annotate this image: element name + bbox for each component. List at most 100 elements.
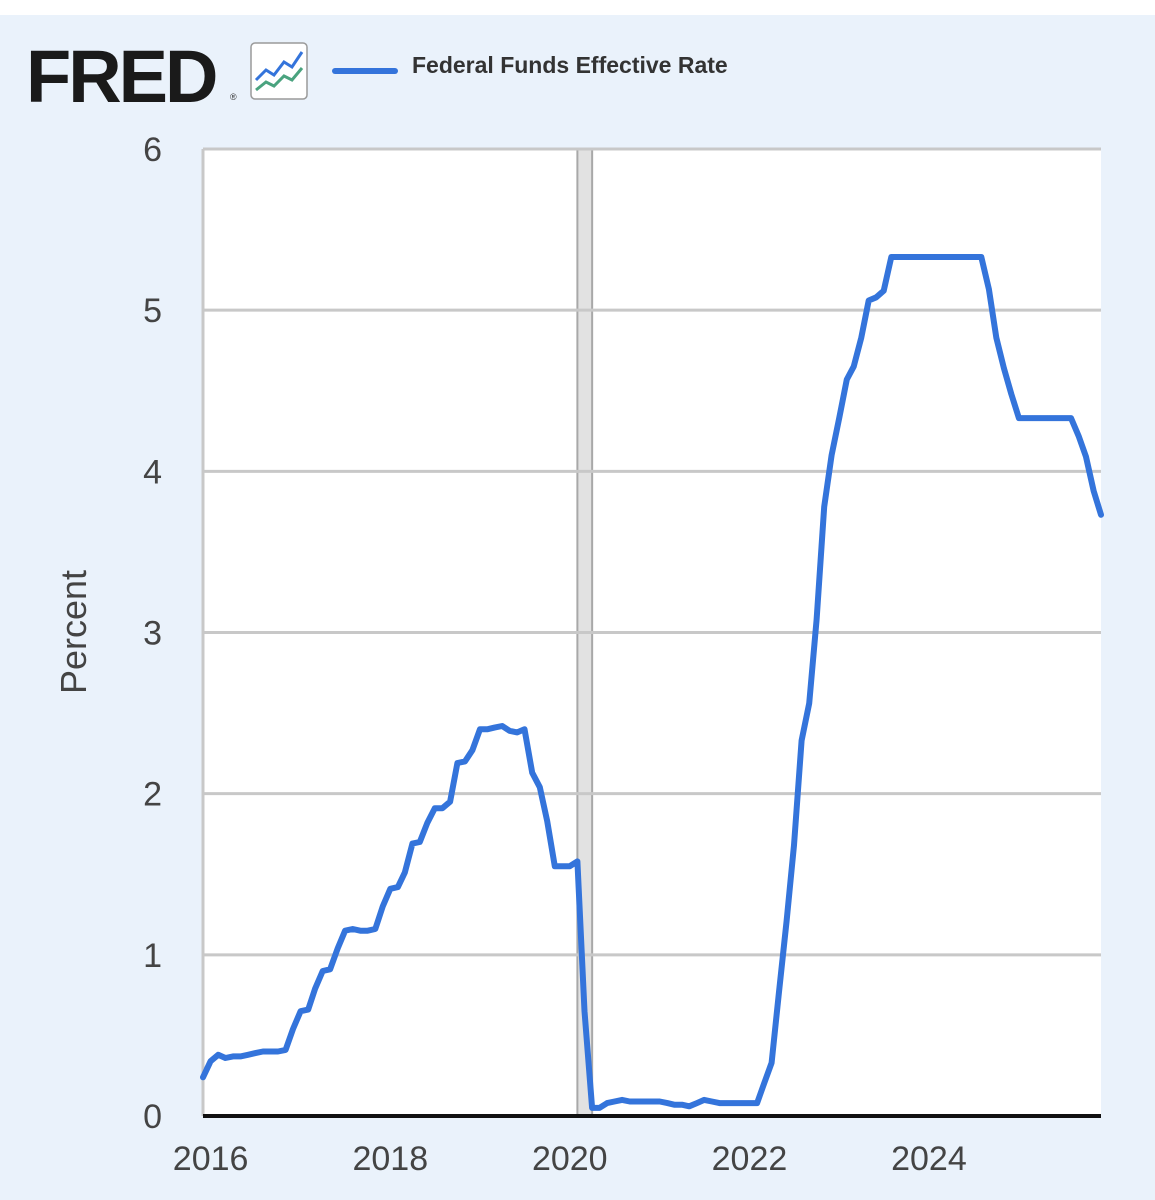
data-point	[941, 254, 947, 260]
data-point	[1060, 415, 1066, 421]
data-point	[283, 1047, 289, 1053]
data-point	[836, 415, 842, 421]
data-point	[724, 1100, 730, 1106]
data-point	[829, 452, 835, 458]
data-point	[851, 364, 857, 370]
x-tick-label: 2022	[712, 1140, 788, 1178]
data-point	[634, 1098, 640, 1104]
data-point	[582, 1008, 588, 1014]
data-point	[357, 928, 363, 934]
fred-logo[interactable]: FRED	[26, 35, 218, 118]
data-point	[447, 799, 453, 805]
data-point	[417, 839, 423, 845]
data-point	[821, 504, 827, 510]
data-point	[716, 1100, 722, 1106]
data-point	[604, 1100, 610, 1106]
data-point	[342, 928, 348, 934]
registered-mark: ®	[230, 92, 237, 102]
data-point	[365, 928, 371, 934]
data-point	[485, 726, 491, 732]
data-point	[701, 1097, 707, 1103]
y-tick-label: 5	[143, 292, 162, 330]
data-point	[559, 863, 565, 869]
x-tick-label: 2016	[173, 1140, 249, 1178]
data-point	[993, 335, 999, 341]
data-point	[619, 1097, 625, 1103]
data-point	[873, 294, 879, 300]
data-point	[948, 254, 954, 260]
data-point	[657, 1098, 663, 1104]
data-point	[1053, 415, 1059, 421]
data-point	[268, 1049, 274, 1055]
trend-lines-icon	[250, 42, 308, 100]
data-point	[986, 286, 992, 292]
data-point	[544, 818, 550, 824]
data-point	[395, 884, 401, 890]
data-point	[971, 254, 977, 260]
data-point	[1076, 433, 1082, 439]
data-point	[252, 1050, 258, 1056]
data-point	[844, 376, 850, 382]
data-point	[567, 863, 573, 869]
data-point	[499, 723, 505, 729]
data-point	[522, 726, 528, 732]
data-point	[956, 254, 962, 260]
data-point	[245, 1052, 251, 1058]
legend-swatch	[332, 68, 398, 74]
data-point	[903, 254, 909, 260]
data-point	[746, 1100, 752, 1106]
data-point	[1024, 415, 1030, 421]
data-point	[372, 926, 378, 932]
legend-label: Federal Funds Effective Rate	[412, 52, 728, 78]
data-point	[731, 1100, 737, 1106]
data-point	[754, 1100, 760, 1106]
data-point	[454, 760, 460, 766]
top-band	[0, 0, 1155, 15]
data-point	[529, 770, 535, 776]
data-point	[784, 918, 790, 924]
data-point	[574, 858, 580, 864]
data-point	[507, 728, 513, 734]
data-point	[918, 254, 924, 260]
data-point	[671, 1102, 677, 1108]
data-point	[978, 254, 984, 260]
data-point	[1030, 415, 1036, 421]
data-point	[866, 297, 872, 303]
data-point	[402, 870, 408, 876]
data-point	[432, 805, 438, 811]
data-point	[1001, 365, 1007, 371]
y-axis-label: Percent	[53, 570, 94, 694]
x-tick-label: 2024	[891, 1140, 967, 1178]
data-point	[230, 1053, 236, 1059]
data-point	[814, 617, 820, 623]
data-point	[589, 1105, 595, 1111]
data-point	[627, 1098, 633, 1104]
data-point	[776, 989, 782, 995]
data-point	[1008, 391, 1014, 397]
data-point	[926, 254, 932, 260]
data-point	[439, 805, 445, 811]
data-point	[290, 1026, 296, 1032]
data-point	[806, 700, 812, 706]
data-point	[679, 1102, 685, 1108]
data-point	[963, 254, 969, 260]
data-point	[222, 1055, 228, 1061]
y-tick-label: 4	[143, 453, 162, 491]
data-point	[612, 1098, 618, 1104]
data-point	[1016, 415, 1022, 421]
data-point	[761, 1081, 767, 1087]
y-tick-label: 1	[143, 937, 162, 975]
data-point	[1068, 415, 1074, 421]
data-point	[649, 1098, 655, 1104]
data-point	[380, 903, 386, 909]
data-point	[492, 725, 498, 731]
y-tick-label: 0	[143, 1098, 162, 1136]
data-point	[335, 945, 341, 951]
data-point	[1038, 415, 1044, 421]
data-point	[791, 842, 797, 848]
data-point	[424, 820, 430, 826]
data-point	[709, 1098, 715, 1104]
data-point	[934, 254, 940, 260]
data-point	[462, 758, 468, 764]
